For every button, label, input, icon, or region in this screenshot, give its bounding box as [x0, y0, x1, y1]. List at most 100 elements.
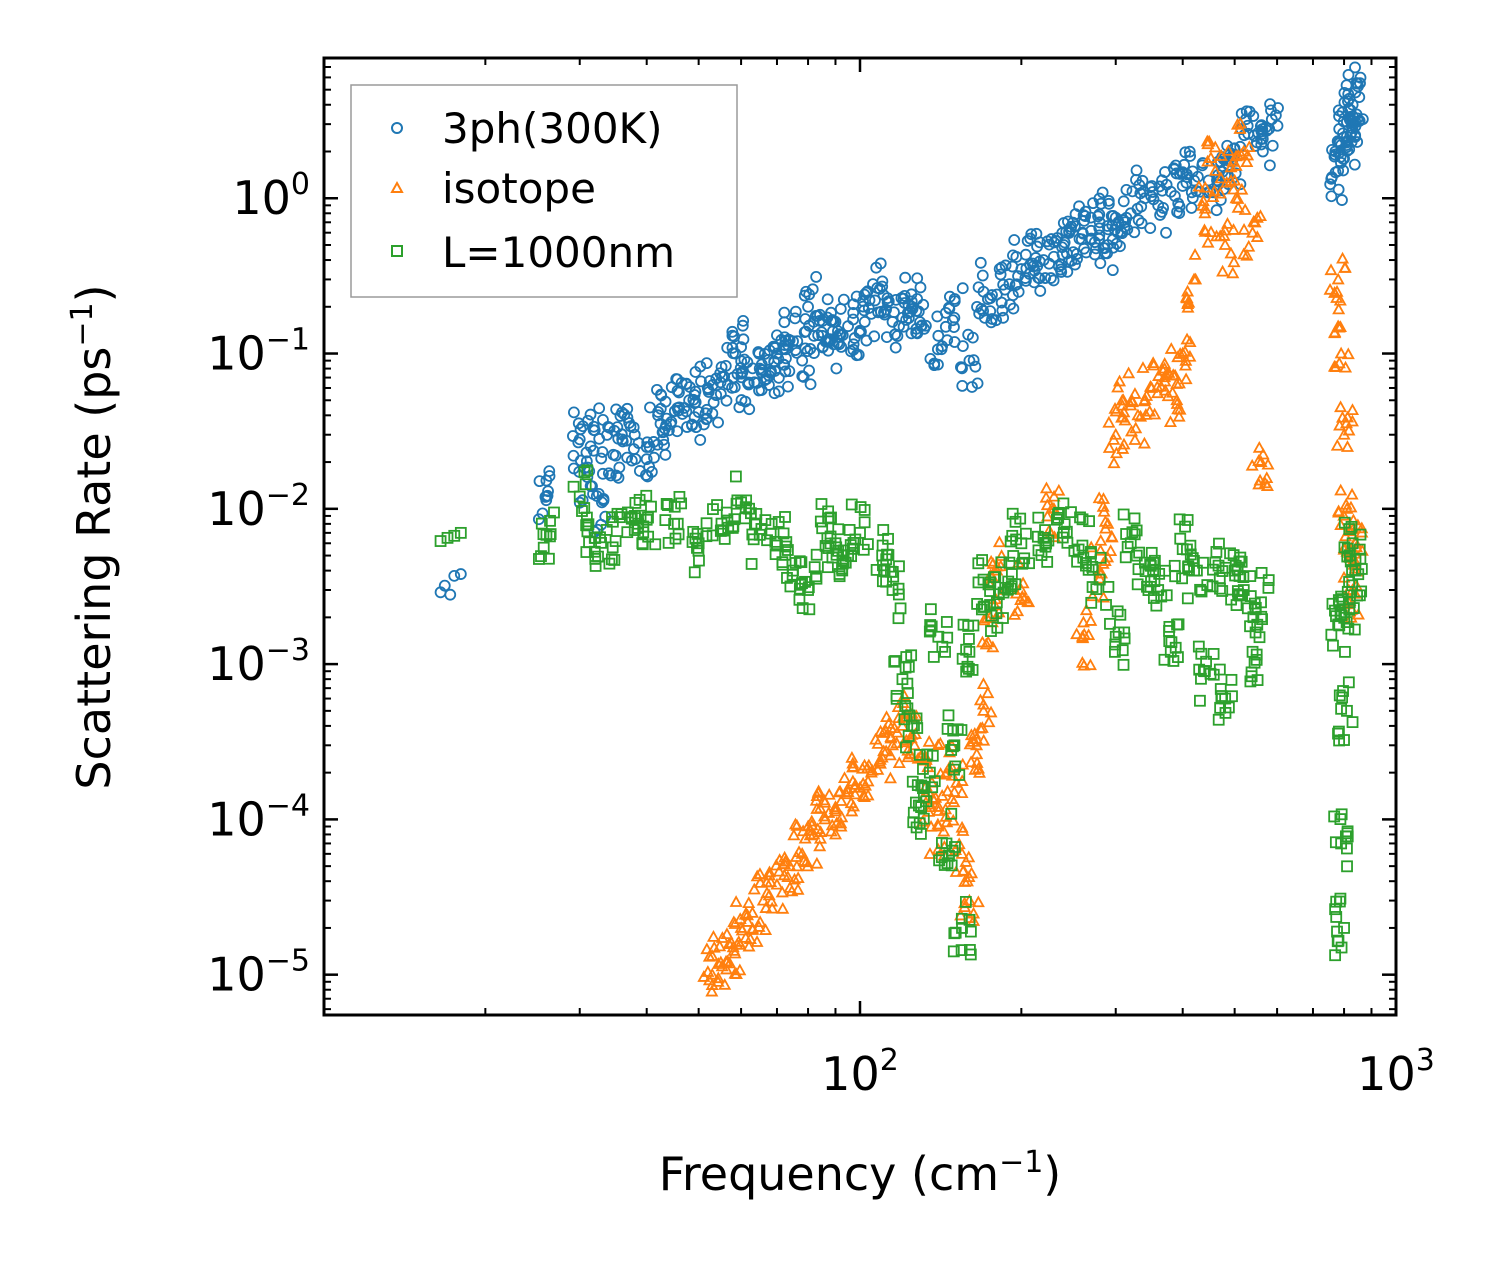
data-point — [1117, 508, 1130, 521]
data-point — [454, 526, 467, 539]
data-point — [728, 917, 742, 929]
data-point — [931, 819, 945, 832]
data-point — [763, 344, 776, 357]
data-point — [719, 962, 733, 975]
data-point — [711, 971, 725, 984]
data-point — [714, 387, 727, 400]
data-point — [1233, 116, 1247, 129]
data-point — [1220, 175, 1234, 188]
data-point — [1003, 556, 1016, 569]
data-point — [1252, 454, 1266, 466]
data-point — [1076, 513, 1089, 526]
data-point — [901, 677, 914, 690]
data-point — [918, 322, 931, 335]
data-point — [895, 292, 908, 304]
data-point — [918, 780, 931, 793]
data-point — [720, 394, 733, 407]
data-point — [633, 493, 646, 506]
data-point — [814, 825, 828, 837]
data-point — [1261, 457, 1275, 470]
data-point — [1183, 563, 1195, 576]
data-point — [740, 494, 753, 507]
data-point — [924, 624, 937, 637]
data-point — [945, 744, 958, 756]
data-point — [1109, 638, 1122, 651]
data-point — [1356, 113, 1369, 126]
data-point — [804, 378, 817, 391]
y-tick-label: 10−5 — [207, 944, 310, 1002]
data-point — [725, 936, 739, 948]
data-point — [810, 570, 822, 583]
data-point — [1033, 272, 1046, 285]
data-point — [877, 726, 891, 738]
data-point — [1246, 225, 1260, 238]
data-point — [1256, 145, 1269, 158]
data-point — [1251, 674, 1264, 686]
data-point — [883, 771, 897, 784]
data-point — [1169, 641, 1182, 654]
data-point — [1265, 104, 1277, 117]
data-point — [798, 831, 812, 844]
data-point — [1132, 214, 1145, 227]
data-point — [1117, 658, 1130, 671]
data-point — [675, 377, 688, 389]
data-point — [1111, 605, 1124, 618]
data-point — [694, 434, 707, 446]
data-point — [1118, 626, 1131, 639]
data-point — [1168, 559, 1181, 572]
data-point — [883, 748, 897, 761]
data-point — [967, 619, 980, 632]
data-point — [848, 780, 862, 793]
data-point — [981, 686, 995, 699]
data-point — [1352, 568, 1365, 581]
data-point — [687, 525, 700, 538]
data-point — [836, 564, 849, 577]
data-point — [1332, 504, 1346, 517]
data-point — [535, 517, 548, 530]
data-point — [803, 288, 816, 301]
data-point — [1084, 614, 1098, 626]
data-point — [990, 607, 1003, 620]
data-point — [991, 621, 1004, 634]
data-point — [900, 741, 912, 754]
data-point — [846, 756, 860, 769]
data-point — [694, 360, 707, 373]
data-point — [1176, 572, 1188, 585]
data-point — [1252, 477, 1266, 490]
data-point — [1020, 262, 1033, 275]
data-point — [1147, 556, 1160, 569]
data-point — [906, 775, 919, 788]
x-tick-label: 102 — [821, 1043, 899, 1101]
data-point — [745, 558, 758, 570]
data-point — [993, 263, 1006, 275]
data-point — [1058, 236, 1071, 249]
data-point — [1078, 214, 1091, 227]
data-point — [1226, 266, 1240, 279]
data-point — [1242, 140, 1256, 153]
data-point — [910, 322, 923, 335]
data-point — [759, 514, 772, 526]
data-point — [954, 908, 968, 921]
data-point — [1330, 438, 1344, 451]
data-point — [747, 882, 761, 895]
data-point — [748, 376, 761, 389]
data-point — [976, 703, 991, 716]
data-point — [1179, 353, 1193, 366]
data-point — [1113, 374, 1127, 387]
data-point — [837, 771, 852, 784]
data-point — [978, 600, 991, 613]
data-point — [979, 637, 993, 650]
data-point — [818, 812, 832, 825]
data-point — [675, 497, 688, 510]
data-point — [1342, 676, 1355, 689]
data-point — [1147, 592, 1160, 604]
data-point — [805, 814, 819, 827]
data-point — [905, 649, 918, 662]
data-point — [845, 550, 858, 563]
data-point — [810, 548, 823, 561]
axes-frame — [322, 56, 1398, 1017]
data-point — [1330, 911, 1343, 923]
data-point — [584, 440, 597, 453]
data-point — [760, 886, 774, 898]
data-point — [795, 556, 808, 569]
